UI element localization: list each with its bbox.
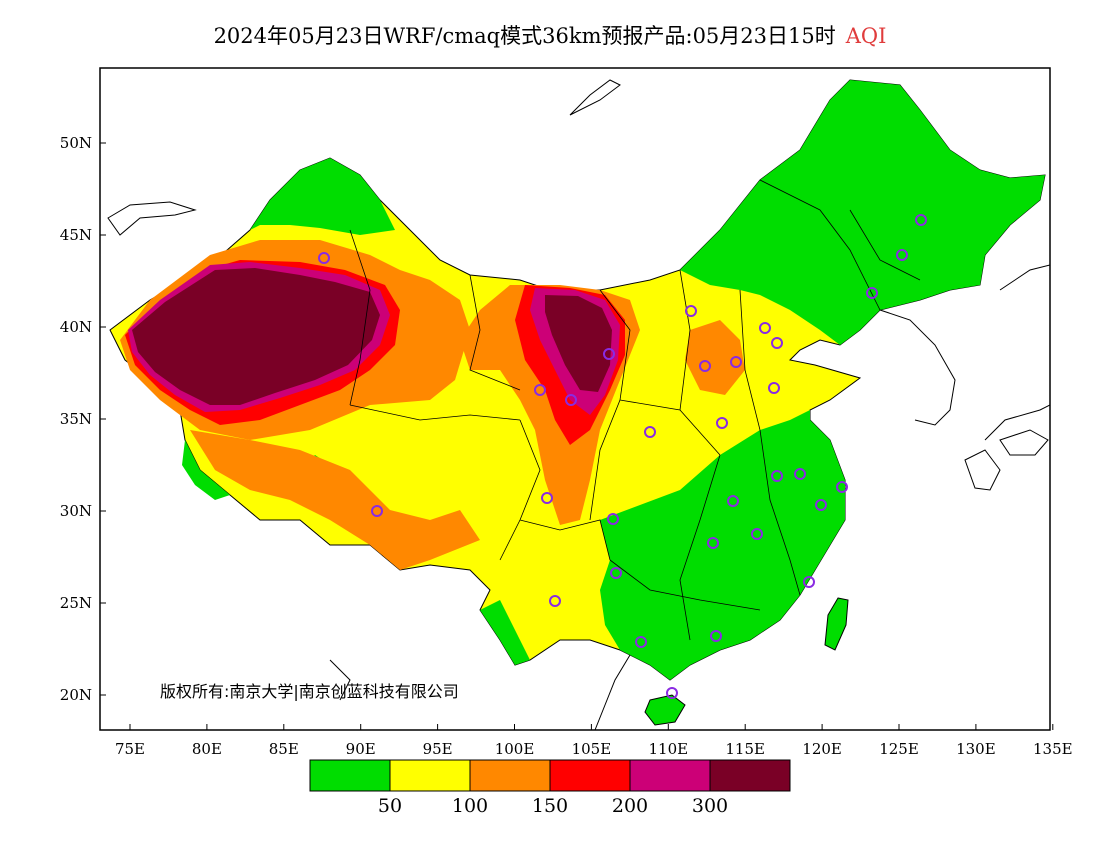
lon-label-105E: 105E — [572, 740, 612, 758]
latitude-labels: 50N 45N 40N 35N 30N 25N 20N — [60, 134, 92, 704]
hainan — [644, 694, 686, 726]
neighbor-coastlines — [107, 79, 1050, 730]
lat-label-40N: 40N — [60, 318, 92, 336]
station-marker — [371, 505, 383, 517]
lat-label-35N: 35N — [60, 410, 92, 428]
colorbar-swatch-6 — [709, 759, 791, 792]
lat-label-50N: 50N — [60, 134, 92, 152]
colorbar-swatch-1 — [309, 759, 391, 792]
station-marker — [710, 630, 722, 642]
colorbar-swatch-5 — [629, 759, 711, 792]
orange-central-east — [685, 320, 745, 395]
station-marker — [707, 537, 719, 549]
lon-label-80E: 80E — [192, 740, 222, 758]
colorbar-swatch-2 — [389, 759, 471, 792]
lat-label-30N: 30N — [60, 502, 92, 520]
colorbar-label-300: 300 — [692, 795, 728, 817]
map-title-variable: AQI — [845, 24, 887, 48]
station-marker — [768, 382, 780, 394]
map-title: 2024年05月23日WRF/cmaq模式36km预报产品:05月23日15时 A… — [0, 20, 1100, 50]
lon-label-130E: 130E — [956, 740, 996, 758]
colorbar-swatch-4 — [549, 759, 631, 792]
lon-label-110E: 110E — [649, 740, 689, 758]
axis-ticks — [100, 142, 1054, 730]
station-marker — [549, 595, 561, 607]
lat-label-45N: 45N — [60, 226, 92, 244]
colorbar-label-200: 200 — [612, 795, 648, 817]
station-marker — [699, 360, 711, 372]
lon-label-75E: 75E — [115, 740, 145, 758]
lon-label-95E: 95E — [423, 740, 453, 758]
longitude-labels: 75E 80E 85E 90E 95E 100E 105E 110E 115E 120E 125E 1… — [115, 740, 1073, 758]
green-south — [600, 410, 845, 680]
station-marker — [716, 417, 728, 429]
maroon-north-central — [545, 295, 612, 392]
station-marker — [771, 337, 783, 349]
station-marker — [751, 528, 763, 540]
station-marker — [896, 249, 908, 261]
green-xinjiang-north — [250, 158, 395, 235]
lon-label-120E: 120E — [802, 740, 842, 758]
lon-label-100E: 100E — [495, 740, 535, 758]
green-southwest — [480, 600, 530, 665]
colorbar-swatch-3 — [469, 759, 551, 792]
green-tibet-west — [182, 440, 230, 500]
station-marker — [803, 576, 815, 588]
station-marker — [607, 513, 619, 525]
lon-label-125E: 125E — [879, 740, 919, 758]
lat-label-25N: 25N — [60, 594, 92, 612]
station-marker — [915, 214, 927, 226]
province-boundaries — [349, 179, 921, 641]
copyright-text: 版权所有:南京大学|南京创蓝科技有限公司 — [160, 682, 459, 701]
station-marker — [771, 470, 783, 482]
lon-label-115E: 115E — [725, 740, 765, 758]
green-northeast — [680, 80, 1045, 345]
station-marker — [565, 394, 577, 406]
station-marker — [815, 499, 827, 511]
colorbar: 50 100 150 200 300 — [309, 759, 791, 817]
map-frame — [99, 67, 1051, 731]
station-marker — [635, 636, 647, 648]
station-marker — [727, 495, 739, 507]
station-marker — [534, 384, 546, 396]
station-marker — [730, 356, 742, 368]
colorbar-label-100: 100 — [452, 795, 488, 817]
orange-tibet — [190, 430, 480, 570]
maroon-xinjiang — [132, 268, 380, 405]
station-marker — [610, 567, 622, 579]
station-marker — [794, 468, 806, 480]
station-marker — [836, 481, 848, 493]
lon-label-85E: 85E — [269, 740, 299, 758]
station-marker — [318, 252, 330, 264]
station-marker — [685, 305, 697, 317]
colorbar-label-150: 150 — [532, 795, 568, 817]
station-marker — [541, 492, 553, 504]
station-marker — [603, 348, 615, 360]
map-content — [107, 79, 1050, 730]
station-marker — [866, 287, 878, 299]
station-marker — [666, 687, 678, 699]
station-marker — [644, 426, 656, 438]
station-markers — [318, 214, 927, 699]
lon-label-135E: 135E — [1033, 740, 1073, 758]
station-marker — [759, 322, 771, 334]
lat-label-20N: 20N — [60, 686, 92, 704]
map-title-main: 2024年05月23日WRF/cmaq模式36km预报产品:05月23日15时 — [213, 24, 836, 48]
colorbar-label-50: 50 — [378, 795, 402, 817]
lon-label-90E: 90E — [346, 740, 376, 758]
taiwan — [824, 597, 849, 651]
